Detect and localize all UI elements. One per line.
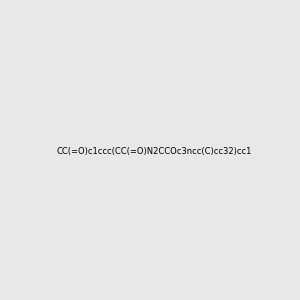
Text: CC(=O)c1ccc(CC(=O)N2CCOc3ncc(C)cc32)cc1: CC(=O)c1ccc(CC(=O)N2CCOc3ncc(C)cc32)cc1: [56, 147, 251, 156]
